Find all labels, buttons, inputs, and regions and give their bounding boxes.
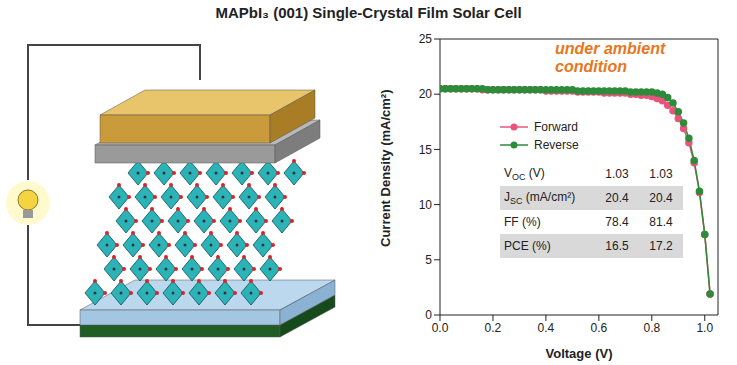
svg-text:Voltage (V): Voltage (V) (546, 346, 613, 361)
html-text:20.4: 20.4 (649, 191, 673, 205)
svg-text:15: 15 (419, 143, 433, 157)
html-text:Reverse: Reverse (534, 138, 579, 152)
html-text:20.4: 20.4 (605, 191, 629, 205)
html-text:81.4: 81.4 (649, 215, 673, 229)
svg-text:5: 5 (425, 253, 432, 267)
html-text:FF (%): FF (%) (504, 215, 541, 229)
svg-text:10: 10 (419, 198, 433, 212)
svg-text:0: 0 (425, 308, 432, 322)
svg-text:0.6: 0.6 (591, 321, 608, 335)
svg-text:20: 20 (419, 87, 433, 101)
html-text:1.03: 1.03 (605, 167, 629, 181)
html-text:JSC (mA/cm²): JSC (mA/cm²) (504, 189, 576, 207)
svg-text:1.0: 1.0 (696, 321, 713, 335)
html-text:PCE (%): PCE (%) (504, 239, 551, 253)
html-text:MAPbI₃ (001) Single-Crystal Fi: MAPbI₃ (001) Single-Crystal Film Solar C… (215, 4, 522, 21)
html-text:1.03: 1.03 (649, 167, 673, 181)
svg-text:Current Density (mA/cm²): Current Density (mA/cm²) (378, 90, 393, 247)
html-text:Forward: Forward (534, 120, 578, 134)
svg-text:0.2: 0.2 (485, 321, 502, 335)
html-text:17.2: 17.2 (649, 239, 673, 253)
html-text:under ambient condition: under ambient condition (555, 40, 666, 75)
html-text:78.4: 78.4 (605, 215, 629, 229)
html-text:VOC (V): VOC (V) (504, 165, 545, 183)
svg-text:0.0: 0.0 (432, 321, 449, 335)
html-text:16.5: 16.5 (605, 239, 629, 253)
svg-text:25: 25 (419, 32, 433, 46)
svg-text:0.8: 0.8 (643, 321, 660, 335)
svg-text:0.4: 0.4 (538, 321, 555, 335)
